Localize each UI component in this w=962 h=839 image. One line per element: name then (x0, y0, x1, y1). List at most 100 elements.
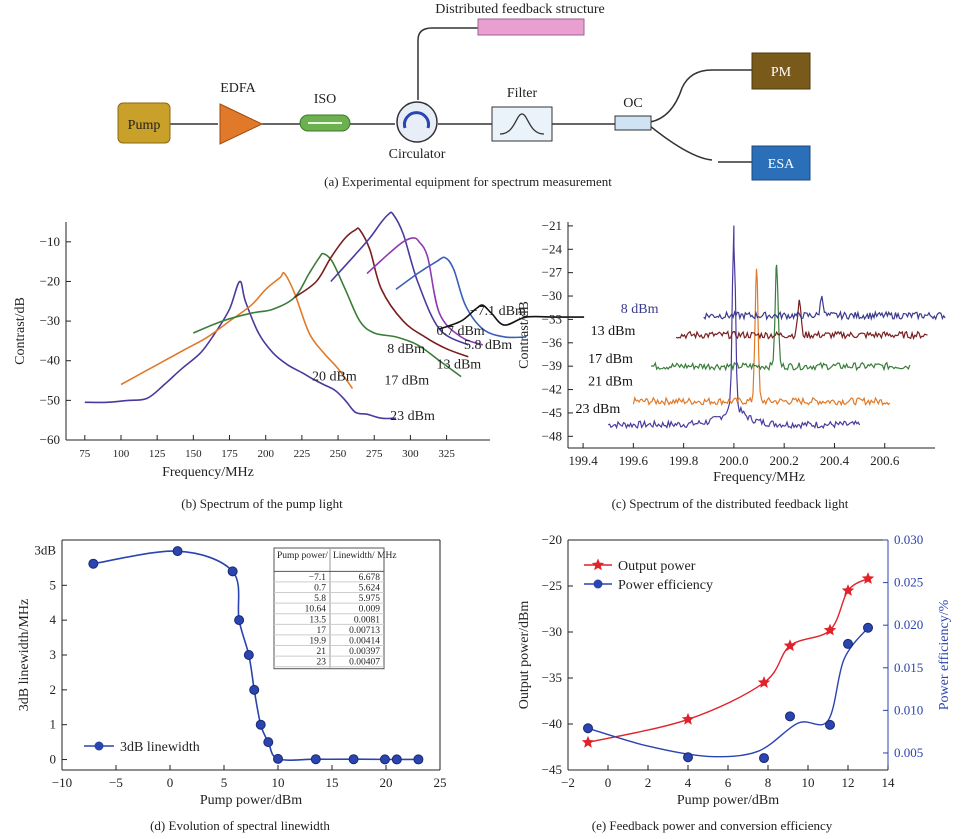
fiber-line (649, 69, 752, 123)
data-point-star (783, 639, 797, 652)
table-cell: 0.00414 (349, 637, 380, 647)
series-label: 8 dBm (387, 342, 425, 357)
x-tick-label: −2 (561, 775, 575, 790)
data-point-circle (683, 752, 693, 763)
table-cell: 0.00397 (349, 647, 380, 657)
series-label: 0.7 dBm (436, 324, 484, 339)
series-line (294, 227, 469, 358)
series-label: 23 dBm (390, 409, 435, 424)
caption-d: (d) Evolution of spectral linewidth (150, 818, 330, 833)
table-cell: 0.009 (359, 605, 381, 615)
y-axis-label: Output power/dBm (517, 601, 532, 710)
x-tick-label: 10 (802, 775, 815, 790)
series-label: 20 dBm (312, 370, 357, 385)
table-cell: 0.00713 (349, 626, 380, 636)
x-tick-label: 14 (882, 775, 896, 790)
table-cell: 5.624 (359, 584, 381, 594)
x-tick-label: 15 (326, 775, 339, 790)
x-axis-label: Frequency/MHz (162, 465, 254, 480)
x-tick-label: 4 (685, 775, 692, 790)
data-point-star (861, 572, 875, 584)
data-point (310, 754, 321, 765)
data-point-star (823, 623, 837, 636)
data-point-star (591, 558, 605, 571)
y-axis-label: Contrast/dB (517, 301, 532, 369)
fiber-line (417, 27, 478, 100)
pm-label: PM (771, 65, 792, 80)
table-header: Linewidth/ MHz (333, 551, 397, 561)
x-tick-label: 175 (221, 448, 238, 460)
edfa-label: EDFA (220, 81, 256, 96)
series-label: 8 dBm (621, 302, 659, 317)
y-tick-label: −42 (542, 382, 562, 397)
series-label: 13 dBm (591, 324, 636, 339)
data-point (88, 558, 99, 569)
x-tick-label: −5 (109, 775, 123, 790)
x-tick-label: 100 (113, 448, 130, 460)
circulator-arrow (403, 111, 430, 129)
legend-label: 3dB linewidth (120, 740, 200, 755)
table-cell: −7.1 (309, 573, 326, 583)
table-cell: 5.8 (314, 594, 326, 604)
x-tick-label: 150 (185, 448, 202, 460)
data-point (255, 719, 266, 730)
y-axis-label: 3dB linewidth/MHz (17, 599, 32, 711)
y-tick-label: −33 (542, 311, 562, 326)
table-cell: 0.0081 (354, 615, 380, 625)
series-line (607, 225, 861, 430)
y-tick-label: −30 (542, 624, 562, 639)
y2-tick-label: 0.010 (894, 702, 923, 717)
filter-label: Filter (507, 86, 538, 101)
x-tick-label: −10 (52, 775, 72, 790)
y-tick-label: −24 (542, 241, 563, 256)
caption-c: (c) Spectrum of the distributed feedback… (612, 496, 849, 511)
x-axis-label: Pump power/dBm (200, 793, 302, 808)
data-point (263, 737, 274, 748)
series-label: 17 dBm (588, 352, 633, 367)
x-tick-label: 325 (438, 448, 455, 460)
filter-curve (499, 113, 545, 135)
series-line (84, 280, 396, 420)
dfb-label: Distributed feedback structure (435, 2, 605, 17)
y-tick-label: 3dB (34, 542, 56, 557)
esa-label: ESA (768, 157, 795, 172)
series-line (675, 299, 928, 341)
x-tick-label: 2 (645, 775, 652, 790)
x-tick-label: 200.6 (870, 453, 900, 468)
y-axis-label: Contrast/dB (13, 297, 28, 365)
x-tick-label: 200.4 (820, 453, 850, 468)
y-tick-label: −50 (40, 392, 60, 407)
series-line (366, 237, 484, 346)
x-tick-label: 250 (330, 448, 347, 460)
data-point (391, 754, 402, 765)
y-tick-label: −45 (542, 762, 562, 777)
edfa-icon (219, 103, 264, 145)
series-label: 13 dBm (436, 358, 481, 373)
x-tick-label: 300 (402, 448, 419, 460)
data-point (172, 546, 183, 557)
series-line (395, 256, 527, 339)
table-header: Pump power/ (277, 551, 328, 561)
data-point (379, 754, 390, 765)
y-tick-label: −60 (40, 432, 60, 447)
caption-e: (e) Feedback power and conversion effici… (592, 818, 833, 833)
series-line (439, 304, 585, 330)
series-line (330, 211, 469, 346)
data-point (413, 754, 424, 765)
chart-b: −10 −20 −30 −40 −50 −60 75 100 125 150 175 200 225 25… (13, 211, 585, 480)
x-axis-label: Pump power/dBm (677, 793, 779, 808)
data-point-circle (583, 723, 593, 734)
data-point-circle (843, 638, 853, 649)
table-cell: 13.5 (309, 615, 326, 625)
y-tick-label: 3 (50, 647, 57, 662)
series-label: 23 dBm (576, 402, 621, 417)
coupler-icon (614, 115, 652, 131)
table-cell: 10.64 (305, 605, 327, 615)
y-tick-label: −10 (40, 234, 60, 249)
pump-label: Pump (128, 118, 161, 133)
data-point-circle (863, 622, 873, 633)
y2-tick-label: 0.030 (894, 532, 923, 547)
chart-e: −20−25−30−35−40−450.0300.0250.0200.0150.… (517, 532, 952, 808)
linewidth-table: Pump power/Linewidth/ MHz −7.1 6.678 0.7 5.6… (273, 547, 397, 670)
